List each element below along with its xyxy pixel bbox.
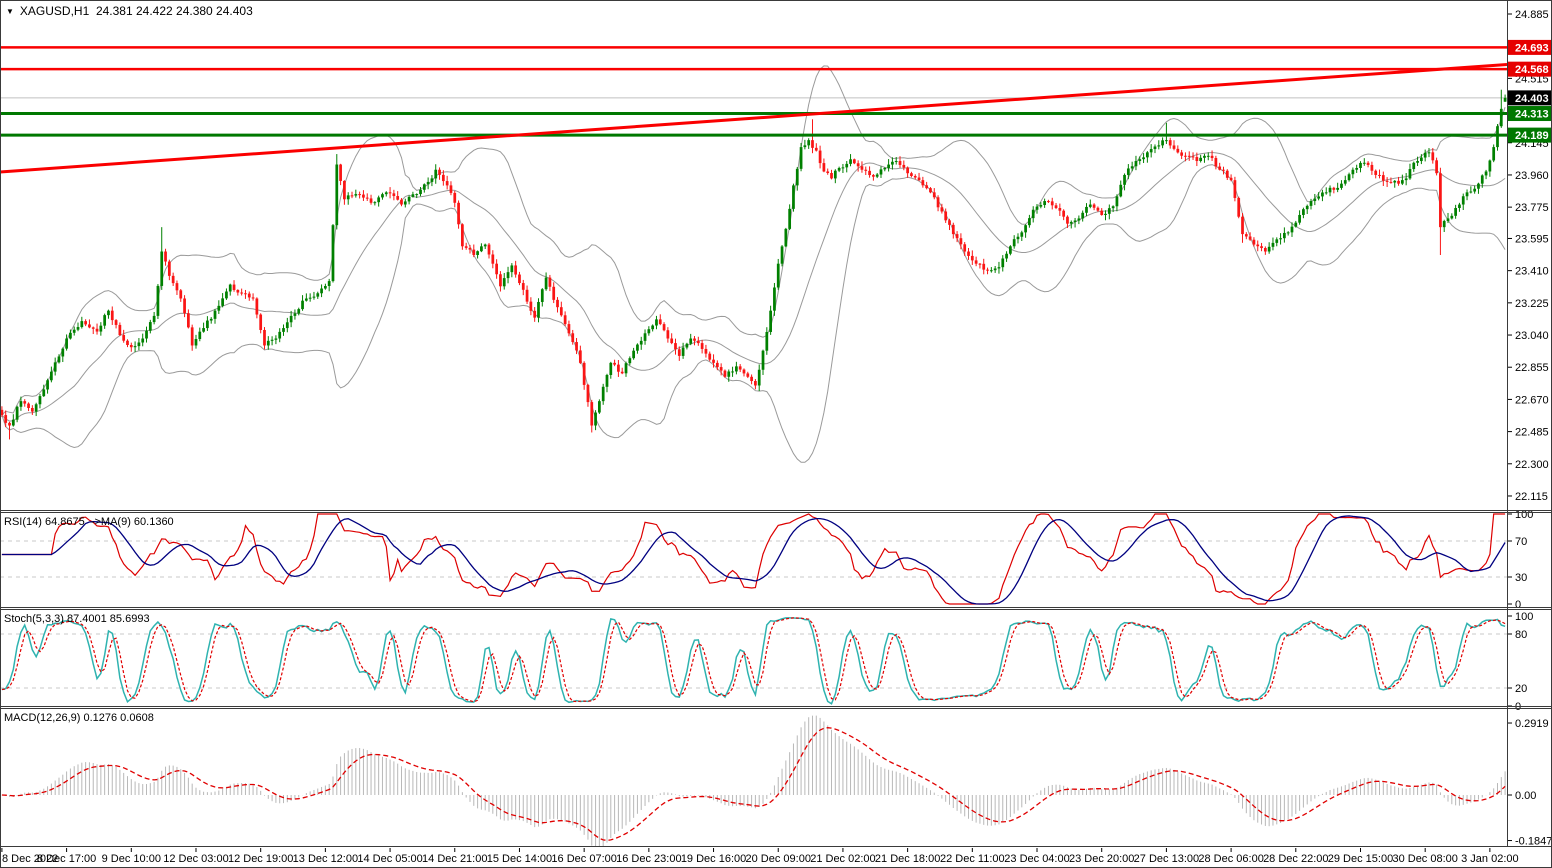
time-axis-label: 16 Dec 23:00 bbox=[616, 853, 681, 865]
time-axis-label: 16 Dec 07:00 bbox=[551, 853, 616, 865]
time-axis-label: 27 Dec 13:00 bbox=[1134, 853, 1199, 865]
indicator-tick-label: 0.00 bbox=[1515, 790, 1536, 802]
rsi-ma-line bbox=[1, 515, 1506, 605]
time-axis-label: 23 Dec 04:00 bbox=[1004, 853, 1069, 865]
candles-layer bbox=[0, 89, 1507, 440]
time-axis-label: 29 Dec 15:00 bbox=[1328, 853, 1393, 865]
axes-layer: 24.88524.51524.14523.96023.77523.59523.4… bbox=[1, 9, 1552, 865]
price-badge-support bbox=[1508, 127, 1551, 143]
svg-text:24.189: 24.189 bbox=[1515, 130, 1549, 142]
indicator-tick-label: 0.2919 bbox=[1515, 718, 1549, 730]
time-axis-label: 30 Dec 08:00 bbox=[1392, 853, 1457, 865]
symbol-dropdown-icon[interactable]: ▼ bbox=[6, 6, 14, 16]
stoch-d-line bbox=[1, 617, 1506, 703]
object-lines-layer bbox=[0, 46, 1507, 174]
indicator-tick-label: 100 bbox=[1515, 611, 1533, 623]
time-axis-label: 21 Dec 18:00 bbox=[875, 853, 940, 865]
time-axis-label: 14 Dec 05:00 bbox=[357, 853, 422, 865]
bollinger-upper-band bbox=[1, 65, 1506, 416]
indicator-tick-label: -0.1847 bbox=[1515, 836, 1552, 848]
time-axis-label: 15 Dec 14:00 bbox=[487, 853, 552, 865]
rsi-pane-layer bbox=[0, 513, 1507, 605]
macd-pane-layer bbox=[1, 715, 1506, 847]
price-badge-resistance bbox=[1508, 39, 1551, 55]
chart-title-bar: ▼ XAGUSD,H1 24.381 24.422 24.380 24.403 bbox=[6, 4, 253, 18]
svg-text:24.568: 24.568 bbox=[1515, 64, 1549, 76]
indicator-tick-label: 30 bbox=[1515, 572, 1527, 584]
bollinger-middle-band bbox=[1, 151, 1506, 422]
indicator-tick-label: 70 bbox=[1515, 536, 1527, 548]
time-axis-label: 12 Dec 19:00 bbox=[228, 853, 293, 865]
price-tick-label: 23.960 bbox=[1515, 170, 1549, 182]
time-axis-label: 12 Dec 03:00 bbox=[163, 853, 228, 865]
price-tick-label: 22.115 bbox=[1515, 491, 1548, 503]
time-axis-label: 20 Dec 09:00 bbox=[746, 853, 811, 865]
price-badge-support bbox=[1508, 106, 1551, 122]
bollinger-lower-band bbox=[1, 164, 1506, 463]
time-axis-label: 8 Dec 2022 bbox=[2, 853, 58, 865]
price-tick-label: 23.410 bbox=[1515, 266, 1549, 278]
time-axis-label: 22 Dec 11:00 bbox=[940, 853, 1005, 865]
rsi-line bbox=[1, 513, 1506, 605]
time-axis-label: 21 Dec 02:00 bbox=[810, 853, 875, 865]
time-axis-label: 9 Dec 10:00 bbox=[102, 853, 161, 865]
price-tick-label: 24.885 bbox=[1515, 9, 1549, 21]
ascending-trendline bbox=[0, 62, 1507, 174]
price-tick-label: 23.595 bbox=[1515, 233, 1549, 245]
time-axis-label: 28 Dec 06:00 bbox=[1198, 853, 1263, 865]
price-tick-label: 22.670 bbox=[1515, 394, 1549, 406]
indicator-tick-label: 0 bbox=[1515, 599, 1521, 611]
time-axis-label: 13 Dec 12:00 bbox=[293, 853, 358, 865]
price-tick-label: 22.485 bbox=[1515, 427, 1549, 439]
price-badge-resistance bbox=[1508, 61, 1551, 77]
time-axis-label: 14 Dec 21:00 bbox=[422, 853, 487, 865]
price-badge-current bbox=[1508, 90, 1551, 106]
price-tick-label: 23.040 bbox=[1515, 330, 1549, 342]
time-axis-label: 28 Dec 22:00 bbox=[1263, 853, 1328, 865]
time-axis-label: 19 Dec 16:00 bbox=[681, 853, 746, 865]
svg-text:24.313: 24.313 bbox=[1515, 109, 1549, 121]
price-tick-label: 22.855 bbox=[1515, 362, 1549, 374]
svg-text:24.403: 24.403 bbox=[1515, 93, 1549, 105]
time-axis-label: 8 Dec 17:00 bbox=[37, 853, 96, 865]
price-tick-label: 23.775 bbox=[1515, 202, 1549, 214]
indicator-tick-label: 20 bbox=[1515, 683, 1527, 695]
svg-text:24.693: 24.693 bbox=[1515, 42, 1549, 54]
price-tick-label: 23.225 bbox=[1515, 298, 1549, 310]
indicator-tick-label: 80 bbox=[1515, 629, 1527, 641]
stoch-k-line bbox=[1, 617, 1506, 705]
symbol-title: XAGUSD,H1 24.381 24.422 24.380 24.403 bbox=[19, 4, 253, 18]
main-pane-layer bbox=[0, 65, 1507, 463]
stoch-pane-layer bbox=[0, 617, 1507, 705]
time-axis-label: 23 Dec 20:00 bbox=[1069, 853, 1134, 865]
macd-signal-line bbox=[1, 727, 1506, 842]
price-tick-label: 22.300 bbox=[1515, 459, 1549, 471]
time-axis-label: 3 Jan 02:00 bbox=[1461, 853, 1519, 865]
